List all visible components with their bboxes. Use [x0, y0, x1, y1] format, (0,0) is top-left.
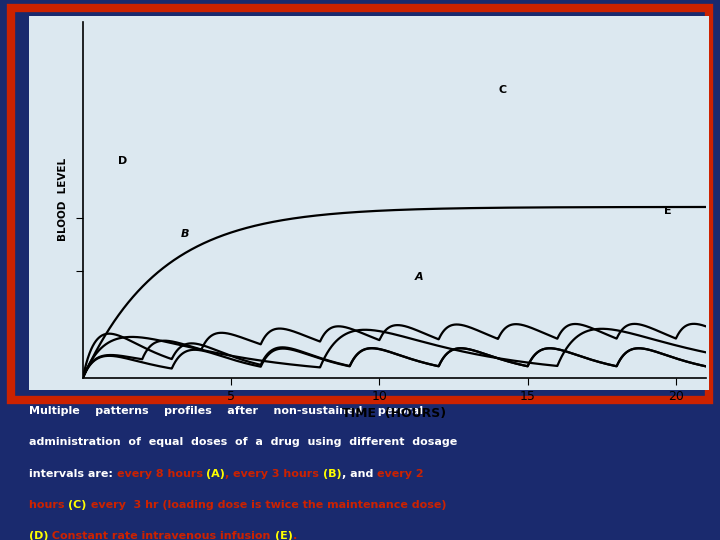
Text: A: A [415, 272, 423, 282]
Text: hours: hours [29, 500, 68, 510]
Text: intervals are:: intervals are: [29, 469, 117, 479]
Text: D: D [118, 156, 127, 166]
FancyBboxPatch shape [11, 8, 709, 400]
Text: B: B [181, 229, 189, 239]
Text: C: C [498, 85, 506, 95]
Text: (D): (D) [29, 531, 48, 540]
Text: (B): (B) [323, 469, 342, 479]
Text: every 8 hours: every 8 hours [117, 469, 207, 479]
Text: every 2: every 2 [377, 469, 423, 479]
X-axis label: TIME  (HOURS): TIME (HOURS) [342, 407, 446, 420]
Text: (E): (E) [274, 531, 292, 540]
Text: , and: , and [342, 469, 377, 479]
Text: (A): (A) [207, 469, 225, 479]
Text: Constant rate intravenous infusion: Constant rate intravenous infusion [48, 531, 274, 540]
Text: .: . [292, 531, 297, 540]
Y-axis label: BLOOD  LEVEL: BLOOD LEVEL [58, 158, 68, 241]
Text: Multiple    patterns    profiles    after    non-sustained    peroral: Multiple patterns profiles after non-sus… [29, 406, 423, 416]
Text: every  3 hr (loading dose is twice the maintenance dose): every 3 hr (loading dose is twice the ma… [86, 500, 446, 510]
Text: ,: , [225, 469, 233, 479]
Text: every 3 hours: every 3 hours [233, 469, 323, 479]
FancyBboxPatch shape [29, 16, 709, 390]
Text: (C): (C) [68, 500, 86, 510]
Text: E: E [664, 206, 672, 216]
Text: administration  of  equal  doses  of  a  drug  using  different  dosage: administration of equal doses of a drug … [29, 437, 457, 448]
